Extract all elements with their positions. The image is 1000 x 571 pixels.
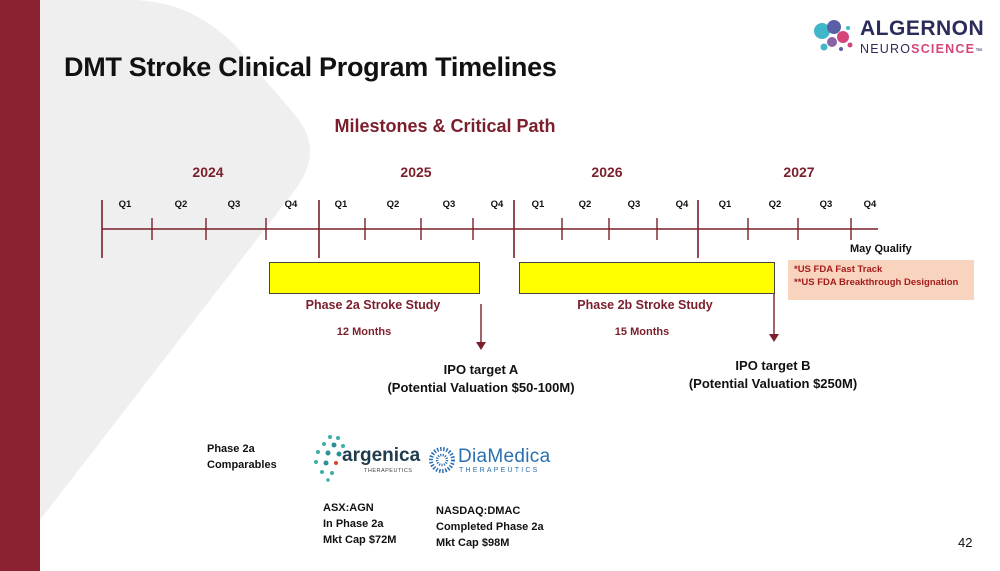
quarter-label: Q2	[386, 199, 400, 210]
argenica-wordmark-sub: THERAPEUTICS	[364, 468, 413, 474]
ipo-target-a: IPO target A (Potential Valuation $50-10…	[387, 361, 574, 397]
quarter-label: Q3	[227, 199, 241, 210]
diamedica-info: NASDAQ:DMAC Completed Phase 2a Mkt Cap $…	[436, 503, 544, 551]
quarter-label: Q3	[442, 199, 456, 210]
comparables-label: Phase 2a Comparables	[207, 441, 277, 473]
diamedica-mktcap: Mkt Cap $98M	[436, 537, 510, 549]
phase-2b-label: Phase 2b Stroke Study	[577, 298, 713, 312]
quarter-label: Q2	[578, 199, 592, 210]
argenica-logo: argenica THERAPEUTICS	[312, 432, 422, 484]
milestones-heading: Milestones & Critical Path	[334, 116, 556, 136]
algernon-logo: ALGERNON NEUROSCIENCE™	[810, 14, 986, 58]
fda-fast-track: *US FDA Fast Track	[794, 264, 883, 275]
diamedica-ticker: NASDAQ:DMAC	[436, 505, 521, 517]
argenica-mktcap: Mkt Cap $72M	[323, 534, 397, 546]
quarter-label: Q4	[490, 199, 504, 210]
quarter-label: Q4	[675, 199, 689, 210]
quarter-label: Q3	[627, 199, 641, 210]
diamedica-logo: DiaMedica THERAPEUTICS	[428, 446, 553, 478]
quarter-label: Q2	[174, 199, 188, 210]
phase-2b-bar	[519, 262, 775, 294]
quarter-label: Q1	[718, 199, 732, 210]
page-number: 42	[958, 535, 973, 550]
year-2025: 2025	[400, 164, 432, 180]
ipo-target-b: IPO target B (Potential Valuation $250M)	[689, 357, 857, 393]
argenica-ticker: ASX:AGN	[323, 502, 374, 514]
logo-subwordmark: NEUROSCIENCE™	[860, 42, 984, 56]
quarter-label: Q3	[819, 199, 833, 210]
diamedica-wordmark: DiaMedica	[458, 446, 551, 467]
argenica-status: In Phase 2a	[323, 518, 384, 530]
ipo-b-valuation: (Potential Valuation $250M)	[688, 376, 858, 391]
quarter-label: Q1	[118, 199, 132, 210]
ipo-b-title: IPO target B	[735, 358, 811, 373]
diamedica-logo-icon	[429, 447, 455, 473]
quarter-label: Q1	[334, 199, 348, 210]
phase-2a-duration: 12 Months	[336, 326, 392, 338]
quarter-label: Q2	[768, 199, 782, 210]
year-2026: 2026	[591, 164, 623, 180]
slide-title: DMT Stroke Clinical Program Timelines	[64, 52, 557, 82]
argenica-wordmark: argenica	[342, 445, 421, 466]
logo-wordmark: ALGERNON	[860, 17, 985, 40]
algernon-logo-icon	[814, 20, 853, 51]
ipo-a-title: IPO target A	[443, 362, 519, 377]
diamedica-wordmark-sub: THERAPEUTICS	[459, 467, 540, 474]
phase-2a-bar	[269, 262, 480, 294]
year-2027: 2027	[783, 164, 815, 180]
diamedica-status: Completed Phase 2a	[436, 521, 544, 533]
argenica-info: ASX:AGN In Phase 2a Mkt Cap $72M	[323, 500, 396, 548]
quarter-label: Q1	[531, 199, 545, 210]
quarter-label: Q4	[284, 199, 298, 210]
comparables-label-line1: Phase 2a	[207, 443, 255, 455]
phase-2b-duration: 15 Months	[614, 326, 670, 338]
left-accent-bar	[0, 0, 40, 571]
quarter-label: Q4	[863, 199, 877, 210]
ipo-a-valuation: (Potential Valuation $50-100M)	[387, 380, 575, 395]
phase-2a-label: Phase 2a Stroke Study	[305, 298, 441, 312]
comparables-label-line2: Comparables	[207, 459, 277, 471]
argenica-logo-icon	[314, 435, 345, 482]
fda-breakthrough: **US FDA Breakthrough Designation	[794, 277, 959, 288]
background-chevron-shape	[40, 0, 310, 520]
may-qualify-label: May Qualify	[850, 243, 912, 255]
year-2024: 2024	[192, 164, 224, 180]
fda-designation-box: *US FDA Fast Track **US FDA Breakthrough…	[788, 260, 974, 300]
